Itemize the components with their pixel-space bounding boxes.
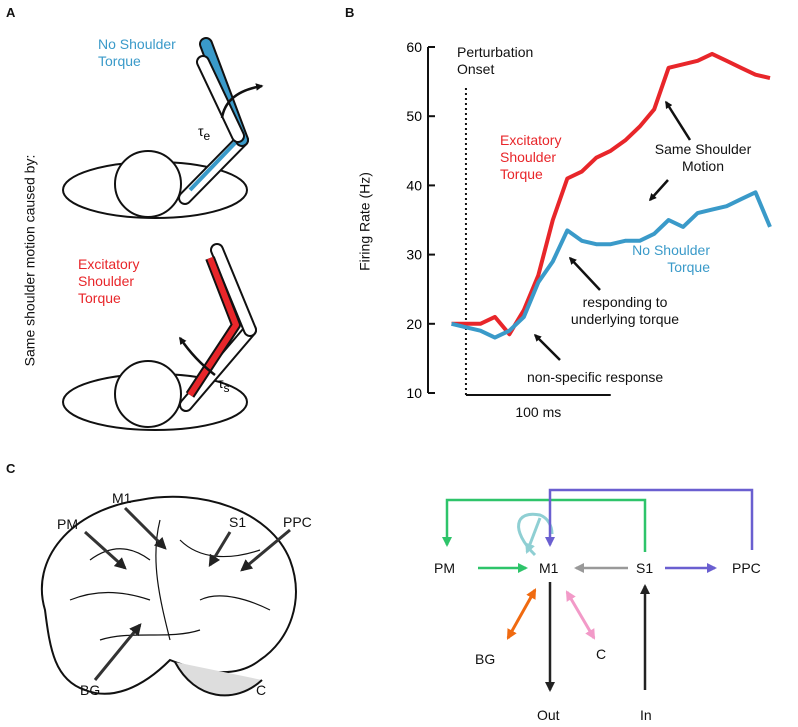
y-tick-label: 60 — [406, 39, 422, 55]
tau-symbol: τ — [218, 375, 224, 391]
condition-label: No Shoulder Torque — [98, 36, 176, 69]
node-label: S1 — [636, 560, 654, 576]
brain-label: PPC — [283, 514, 312, 530]
brain-label: PM — [57, 516, 78, 532]
tau-sub: e — [204, 129, 211, 143]
side-label: Same shoulder motion caused by: — [21, 154, 38, 367]
annotation-arrows — [533, 100, 692, 361]
annotation: non-specific response — [527, 369, 664, 385]
y-tick-label: 30 — [406, 247, 422, 263]
panel-letter: C — [6, 461, 16, 476]
node-label: PPC — [732, 560, 761, 576]
tau-symbol: τ — [198, 123, 204, 139]
brain-arrows — [83, 506, 291, 681]
y-axis-label: Firing Rate (Hz) — [356, 172, 373, 271]
panel-letter: A — [6, 5, 16, 20]
brain-label: BG — [80, 682, 101, 698]
node-label: Out — [537, 707, 560, 723]
annotation: Same Shoulder Motion — [654, 141, 752, 174]
node-label: BG — [475, 651, 496, 667]
circuit-arrows — [442, 488, 754, 692]
node-label: PM — [434, 560, 455, 576]
condition-label: Excitatory Shoulder Torque — [78, 256, 140, 306]
node-label: In — [640, 707, 652, 723]
node-label: C — [596, 646, 607, 662]
tau-top: τe — [198, 123, 211, 143]
brain-label: M1 — [112, 490, 132, 506]
panel-letter: B — [345, 5, 355, 20]
onset-label: Perturbation Onset — [457, 44, 534, 77]
arm-top — [62, 37, 264, 219]
tau-bottom: τs — [218, 375, 230, 395]
series-label: Excitatory Shoulder Torque — [500, 132, 562, 182]
annotation: responding to underlying torque — [570, 294, 680, 327]
brain-label: C — [256, 682, 267, 698]
series-label: No Shoulder Torque — [632, 242, 710, 275]
y-tick-label: 10 — [406, 385, 422, 401]
y-tick-label: 20 — [406, 316, 422, 332]
y-tick-label: 50 — [406, 108, 422, 124]
tau-sub: s — [224, 381, 230, 395]
y-tick-label: 40 — [406, 177, 422, 193]
scale-bar-label: 100 ms — [515, 404, 562, 420]
arm-bottom — [62, 243, 257, 431]
node-label: M1 — [539, 560, 559, 576]
series-line — [451, 51, 771, 337]
brain-label: S1 — [229, 514, 247, 530]
brain — [40, 495, 297, 697]
series-line — [451, 190, 772, 340]
